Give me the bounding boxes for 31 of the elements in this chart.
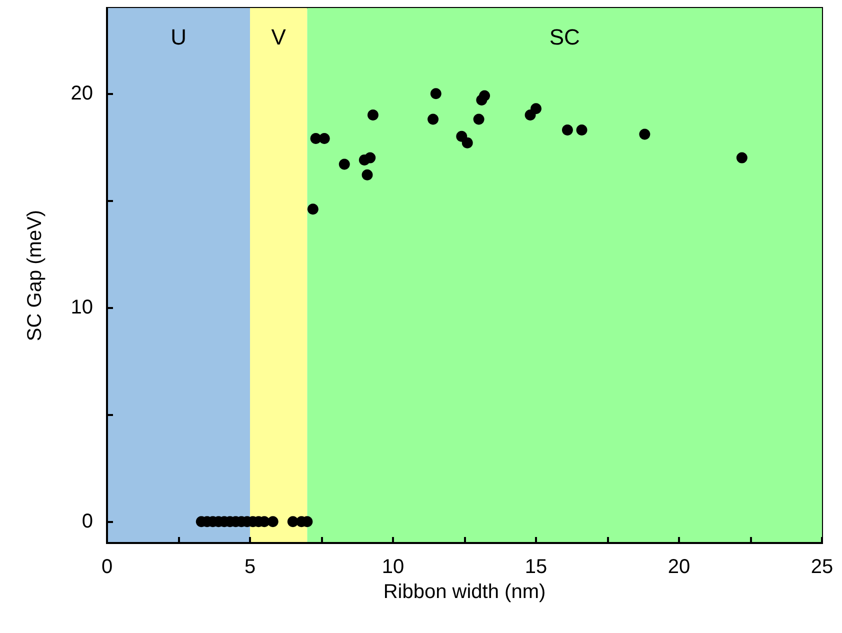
point (362, 169, 373, 180)
point (318, 133, 330, 144)
point (576, 124, 588, 136)
point (307, 204, 318, 215)
y-axis-title: SC Gap (meV) (24, 210, 46, 342)
point (338, 158, 350, 170)
point (479, 90, 490, 102)
x-tick-label: 5 (244, 556, 256, 578)
point (639, 128, 650, 140)
x-tick-label: 25 (810, 556, 834, 578)
x-tick-label: 0 (101, 556, 113, 578)
y-tick-label: 20 (70, 82, 93, 105)
point (462, 137, 473, 148)
band-label: U (170, 24, 186, 50)
point (430, 88, 442, 100)
x-axis-title: Ribbon width (nm) (383, 580, 546, 603)
y-tick-label: 10 (70, 296, 93, 319)
band-label: SC (549, 24, 580, 50)
point (428, 114, 439, 125)
point (562, 124, 573, 136)
x-tick-label: 20 (668, 556, 690, 578)
point (473, 114, 484, 125)
x-tick-label: 10 (382, 556, 404, 578)
y-tick-label: 0 (82, 510, 93, 533)
point (530, 103, 542, 114)
x-tick-label: 15 (524, 556, 548, 578)
point (267, 516, 278, 528)
point (364, 152, 376, 164)
point (736, 152, 748, 164)
point (367, 110, 378, 120)
band-label: V (271, 24, 286, 50)
